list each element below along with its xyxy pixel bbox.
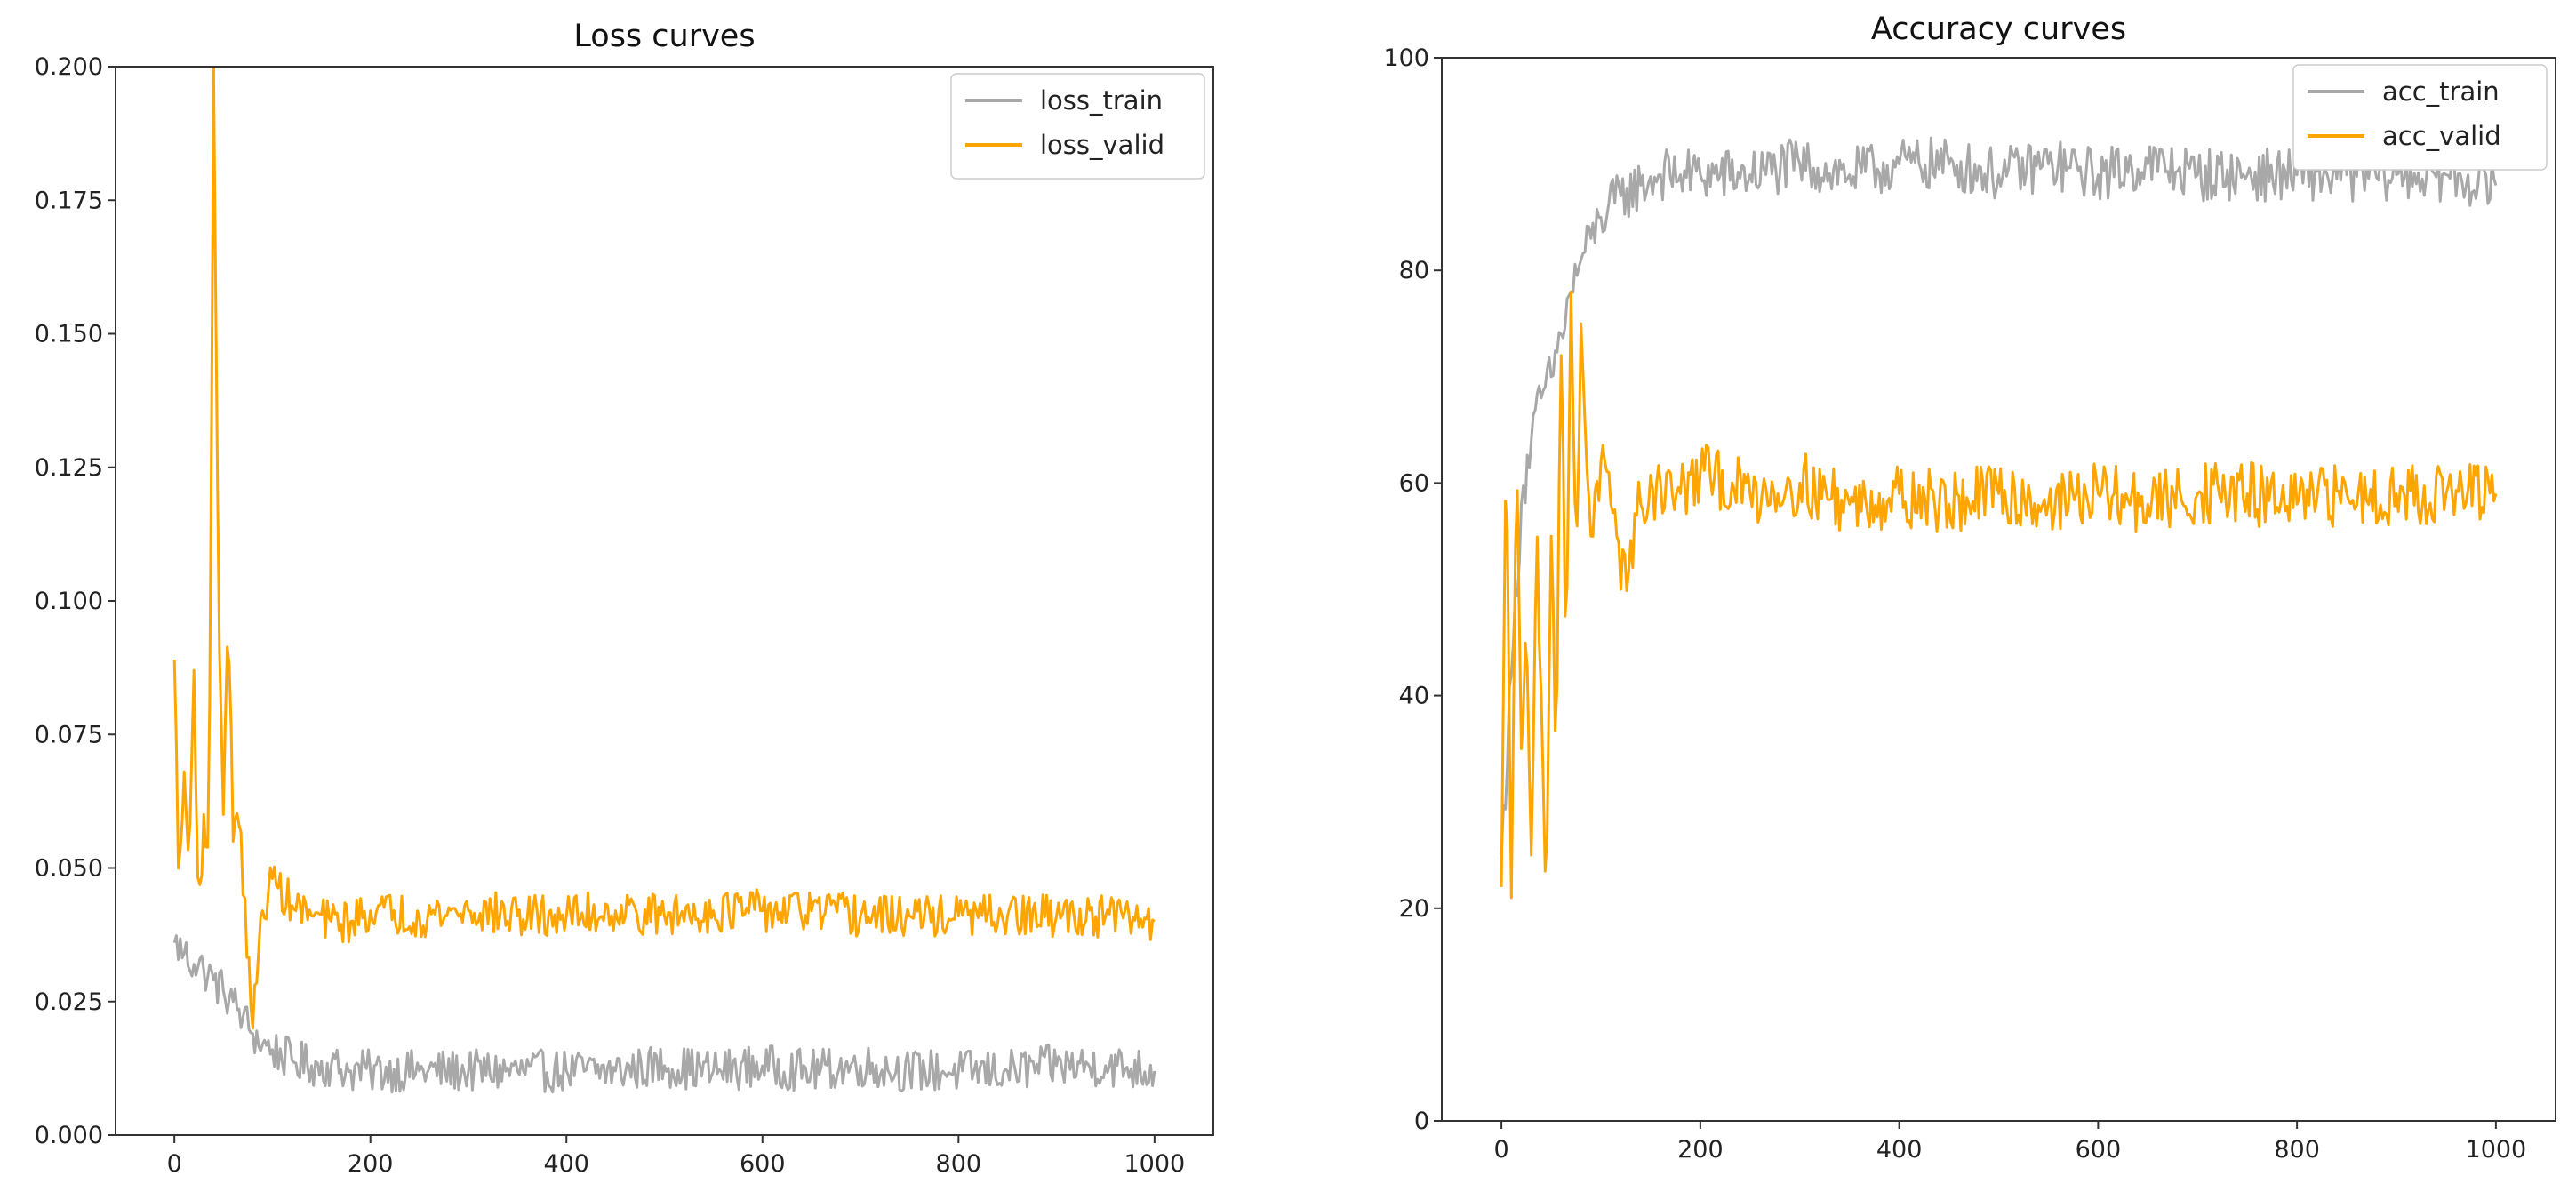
y-tick-label: 0.025 — [35, 988, 103, 1016]
legend-label-loss-train: loss_train — [1040, 85, 1163, 116]
y-tick-label: 0.075 — [35, 721, 103, 748]
x-tick-label: 800 — [936, 1150, 982, 1178]
series-line-loss-train — [172, 934, 1156, 1094]
legend-label-acc-train: acc_train — [2382, 76, 2500, 107]
x-tick-label: 800 — [2274, 1136, 2320, 1164]
plot-area — [1500, 136, 2498, 900]
series-line-loss-valid — [172, 67, 1156, 1030]
x-tick-label: 200 — [1677, 1136, 1724, 1164]
y-tick-label: 0.100 — [35, 588, 103, 615]
y-tick-label: 100 — [1383, 44, 1429, 72]
series-line-acc-valid — [1500, 290, 2498, 900]
axes-frame — [115, 66, 1214, 1136]
chart-title: Loss curves — [573, 19, 755, 54]
y-tick-label: 0.200 — [35, 53, 103, 81]
x-tick-label: 600 — [740, 1150, 786, 1178]
x-tick-label: 600 — [2076, 1136, 2122, 1164]
chart-title: Accuracy curves — [1871, 12, 2126, 47]
x-tick-label: 400 — [543, 1150, 589, 1178]
y-tick-label: 0.050 — [35, 855, 103, 883]
legend: acc_train acc_valid — [2292, 64, 2548, 171]
y-tick-label: 60 — [1399, 469, 1429, 497]
y-tick-label: 0.125 — [35, 454, 103, 482]
x-tick-label: 1000 — [2466, 1136, 2527, 1164]
y-tick-label: 80 — [1399, 257, 1429, 284]
plot-area — [172, 67, 1156, 1094]
y-tick-label: 0 — [1414, 1108, 1429, 1135]
legend: loss_train loss_valid — [950, 73, 1205, 180]
series-line-acc-train — [1500, 136, 2498, 856]
y-tick-label: 0.150 — [35, 321, 103, 348]
y-tick-label: 0.000 — [35, 1122, 103, 1149]
y-tick-label: 20 — [1399, 895, 1429, 923]
x-tick-label: 0 — [1494, 1136, 1509, 1164]
y-tick-label: 0.175 — [35, 187, 103, 214]
legend-label-loss-valid: loss_valid — [1040, 130, 1164, 160]
x-tick-label: 200 — [348, 1150, 394, 1178]
y-tick-label: 40 — [1399, 683, 1429, 710]
x-tick-label: 1000 — [1124, 1150, 1185, 1178]
axes-frame — [1441, 57, 2556, 1122]
loss-chart: Loss curves 0.000 0.025 0.050 0.075 0.100 0.12… — [35, 19, 1214, 1178]
x-tick-label: 400 — [1876, 1136, 1923, 1164]
x-tick-label: 0 — [167, 1150, 182, 1178]
legend-label-acc-valid: acc_valid — [2382, 121, 2501, 151]
